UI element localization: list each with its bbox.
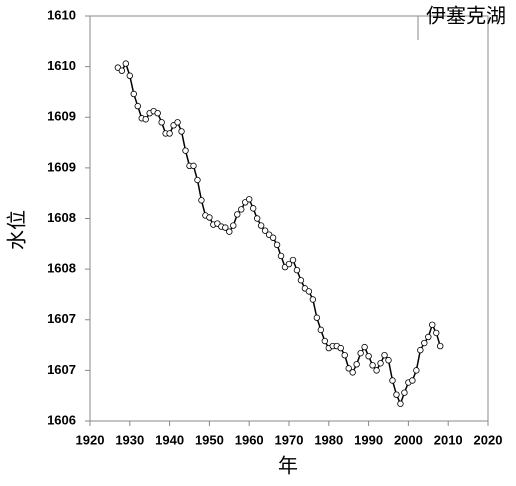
point — [118, 67, 126, 74]
x-tick-label: 1990 — [354, 432, 383, 447]
point — [381, 351, 388, 359]
x-tick-label: 2010 — [434, 432, 463, 447]
y-tick-label: 1607 — [47, 362, 76, 377]
point — [206, 214, 213, 221]
x-tick-label: 2000 — [394, 432, 423, 447]
point — [261, 227, 269, 234]
point — [249, 205, 257, 212]
point — [126, 72, 133, 79]
y-tick-label: 1606 — [47, 412, 76, 427]
point — [341, 351, 348, 359]
point — [238, 206, 245, 213]
point — [433, 329, 440, 337]
point — [409, 377, 416, 384]
point — [194, 176, 201, 184]
y-tick-label: 1610 — [47, 7, 76, 22]
point — [385, 357, 392, 364]
y-tick-label: 1609 — [47, 159, 76, 174]
plot-frame — [89, 15, 489, 422]
line — [117, 61, 441, 406]
point — [154, 109, 161, 117]
point — [417, 346, 424, 354]
point — [130, 90, 137, 98]
point — [353, 361, 360, 368]
point — [253, 215, 261, 222]
point — [361, 343, 368, 351]
point — [174, 119, 181, 126]
point — [437, 342, 444, 350]
point — [277, 252, 285, 260]
x-tick-label: 1970 — [275, 432, 304, 447]
point — [285, 260, 293, 268]
point — [230, 222, 237, 229]
point — [134, 102, 141, 110]
point — [393, 391, 400, 398]
y-tick-label: 1608 — [47, 210, 76, 225]
point — [297, 277, 305, 284]
y-tick-label: 1610 — [47, 58, 76, 73]
point — [425, 333, 432, 341]
x-axis-title: 年 — [278, 454, 298, 478]
chart-title: 伊塞克湖 — [426, 4, 506, 28]
x-tick-label: 2020 — [474, 432, 503, 447]
point — [222, 224, 229, 231]
y-tick-label: 1608 — [47, 261, 76, 276]
point — [313, 314, 321, 321]
point — [190, 162, 197, 170]
point — [142, 116, 149, 123]
point — [305, 288, 313, 295]
point — [158, 119, 165, 126]
point — [413, 367, 420, 374]
point — [429, 321, 436, 329]
point — [293, 266, 301, 274]
point — [421, 339, 428, 347]
point — [257, 222, 265, 229]
point — [273, 241, 281, 249]
point — [389, 377, 396, 384]
point — [337, 344, 344, 352]
x-tick-label: 1960 — [235, 432, 264, 447]
y-axis-title: 水位 — [5, 210, 29, 250]
point — [309, 296, 317, 303]
point — [226, 228, 233, 235]
point — [182, 147, 189, 154]
point — [234, 211, 241, 218]
point — [321, 337, 329, 345]
x-tick-label: 1930 — [115, 432, 144, 447]
x-tick-label: 1980 — [314, 432, 343, 447]
point — [369, 362, 376, 369]
point — [345, 365, 352, 372]
point — [349, 369, 356, 376]
point — [122, 60, 130, 67]
point — [245, 196, 253, 203]
y-tick-label: 1609 — [47, 109, 76, 124]
x-tick-label: 1920 — [76, 432, 105, 447]
x-tick-label: 1940 — [155, 432, 184, 447]
point — [317, 326, 325, 334]
point — [365, 353, 372, 360]
point — [178, 128, 185, 135]
point — [357, 349, 364, 357]
point — [373, 367, 380, 374]
point — [166, 130, 173, 137]
point — [289, 256, 297, 264]
point — [198, 197, 205, 204]
point — [269, 234, 277, 241]
point — [397, 400, 404, 407]
x-tick-label: 1950 — [195, 432, 224, 447]
point — [401, 389, 408, 396]
point — [377, 360, 384, 367]
y-tick-label: 1607 — [47, 311, 76, 326]
